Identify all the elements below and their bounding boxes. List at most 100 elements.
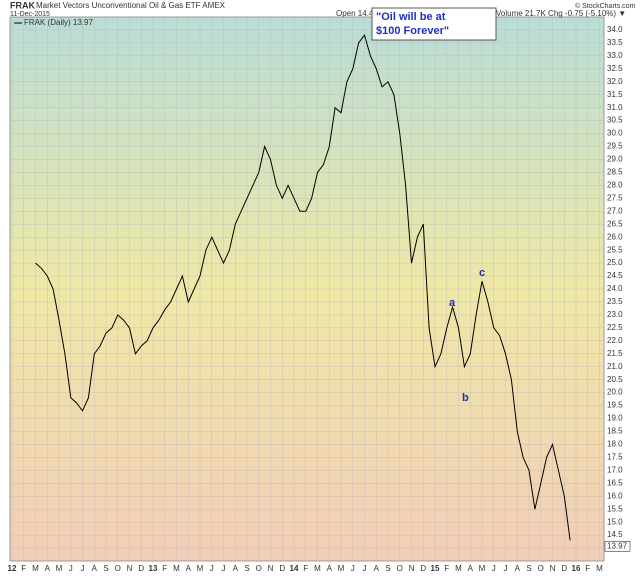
- y-tick-label: 18.5: [607, 427, 623, 436]
- y-tick-label: 22.0: [607, 336, 623, 345]
- open-text: Open 14.47: [336, 9, 378, 18]
- x-tick-label: 16: [572, 564, 581, 573]
- x-tick-label: A: [92, 564, 98, 573]
- x-tick-label: J: [222, 564, 226, 573]
- y-tick-label: 24.0: [607, 284, 623, 293]
- x-tick-label: O: [256, 564, 262, 573]
- annotation: "Oil will be at $100 Forever": [376, 11, 449, 37]
- y-tick-label: 25.0: [607, 258, 623, 267]
- x-tick-label: 13: [149, 564, 158, 573]
- x-tick-label: A: [186, 564, 192, 573]
- x-tick-label: A: [327, 564, 333, 573]
- x-tick-label: O: [538, 564, 544, 573]
- x-tick-label: A: [233, 564, 239, 573]
- x-tick-label: A: [468, 564, 474, 573]
- x-tick-label: A: [374, 564, 380, 573]
- y-tick-label: 30.0: [607, 129, 623, 138]
- x-tick-label: O: [397, 564, 403, 573]
- price-line: [35, 33, 571, 541]
- x-tick-label: J: [81, 564, 85, 573]
- y-tick-label: 22.5: [607, 323, 623, 332]
- y-tick-label: 21.5: [607, 349, 623, 358]
- y-tick-label: 27.5: [607, 193, 623, 202]
- x-tick-label: M: [596, 564, 603, 573]
- y-tick-label: 28.5: [607, 168, 623, 177]
- ticker: FRAK: [10, 0, 35, 10]
- subtitle: Market Vectors Unconventional Oil & Gas …: [36, 1, 226, 10]
- last-value-box: [604, 540, 631, 552]
- x-tick-label: M: [32, 564, 39, 573]
- y-tick-label: 28.0: [607, 180, 623, 189]
- x-tick-label: N: [268, 564, 274, 573]
- y-tick-label: 15.5: [607, 504, 623, 513]
- date: 11-Dec-2015: [10, 11, 50, 18]
- x-tick-label: F: [444, 564, 449, 573]
- x-tick-label: M: [56, 564, 63, 573]
- x-tick-label: 14: [290, 564, 299, 573]
- y-tick-label: 15.0: [607, 517, 623, 526]
- x-tick-label: M: [173, 564, 180, 573]
- x-tick-label: A: [515, 564, 521, 573]
- y-tick-label: 21.0: [607, 362, 623, 371]
- x-tick-label: M: [479, 564, 486, 573]
- x-tick-label: M: [197, 564, 204, 573]
- y-tick-label: 33.5: [607, 38, 623, 47]
- y-tick-label: 16.0: [607, 491, 623, 500]
- x-tick-label: F: [585, 564, 590, 573]
- x-tick-label: D: [279, 564, 285, 573]
- x-tick-label: 12: [8, 564, 17, 573]
- x-tick-label: 15: [431, 564, 440, 573]
- wave-label: b: [462, 392, 469, 404]
- x-tick-label: S: [244, 564, 249, 573]
- x-tick-label: J: [351, 564, 355, 573]
- y-tick-label: 17.5: [607, 452, 623, 461]
- x-tick-label: M: [314, 564, 321, 573]
- y-tick-label: 19.0: [607, 414, 623, 423]
- y-tick-label: 16.5: [607, 478, 623, 487]
- x-tick-label: J: [492, 564, 496, 573]
- y-tick-label: 34.0: [607, 25, 623, 34]
- x-tick-label: D: [138, 564, 144, 573]
- x-tick-label: S: [385, 564, 390, 573]
- y-tick-label: 32.0: [607, 77, 623, 86]
- x-tick-label: J: [210, 564, 214, 573]
- y-tick-label: 24.5: [607, 271, 623, 280]
- x-tick-label: F: [21, 564, 26, 573]
- y-tick-label: 32.5: [607, 64, 623, 73]
- y-tick-label: 18.0: [607, 440, 623, 449]
- volume-text: Volume 21.7K Chg -0.75 (-5.10%) ▼: [496, 9, 626, 18]
- y-tick-label: 30.5: [607, 116, 623, 125]
- annotation-box: [371, 7, 497, 41]
- y-tick-label: 17.0: [607, 465, 623, 474]
- x-tick-label: S: [526, 564, 531, 573]
- x-tick-label: F: [162, 564, 167, 573]
- wave-label: a: [449, 297, 456, 309]
- x-tick-label: F: [303, 564, 308, 573]
- y-tick-label: 23.0: [607, 310, 623, 319]
- wave-label: c: [479, 267, 485, 279]
- y-tick-label: 20.0: [607, 388, 623, 397]
- y-tick-label: 26.0: [607, 232, 623, 241]
- x-tick-label: N: [127, 564, 133, 573]
- x-tick-label: D: [420, 564, 426, 573]
- x-tick-label: N: [550, 564, 556, 573]
- y-tick-label: 14.5: [607, 530, 623, 539]
- x-tick-label: O: [115, 564, 121, 573]
- y-tick-label: 29.0: [607, 155, 623, 164]
- last-value-label: 13.97: [607, 541, 628, 550]
- x-tick-label: N: [409, 564, 415, 573]
- y-tick-label: 26.5: [607, 219, 623, 228]
- y-tick-label: 27.0: [607, 206, 623, 215]
- y-tick-label: 29.5: [607, 142, 623, 151]
- x-tick-label: J: [504, 564, 508, 573]
- y-tick-label: 25.5: [607, 245, 623, 254]
- y-tick-label: 31.0: [607, 103, 623, 112]
- x-tick-label: M: [338, 564, 345, 573]
- x-tick-label: D: [561, 564, 567, 573]
- y-tick-label: 20.5: [607, 375, 623, 384]
- x-tick-label: A: [45, 564, 51, 573]
- x-tick-label: J: [363, 564, 367, 573]
- credit: © StockCharts.com: [575, 2, 636, 10]
- x-tick-label: M: [455, 564, 462, 573]
